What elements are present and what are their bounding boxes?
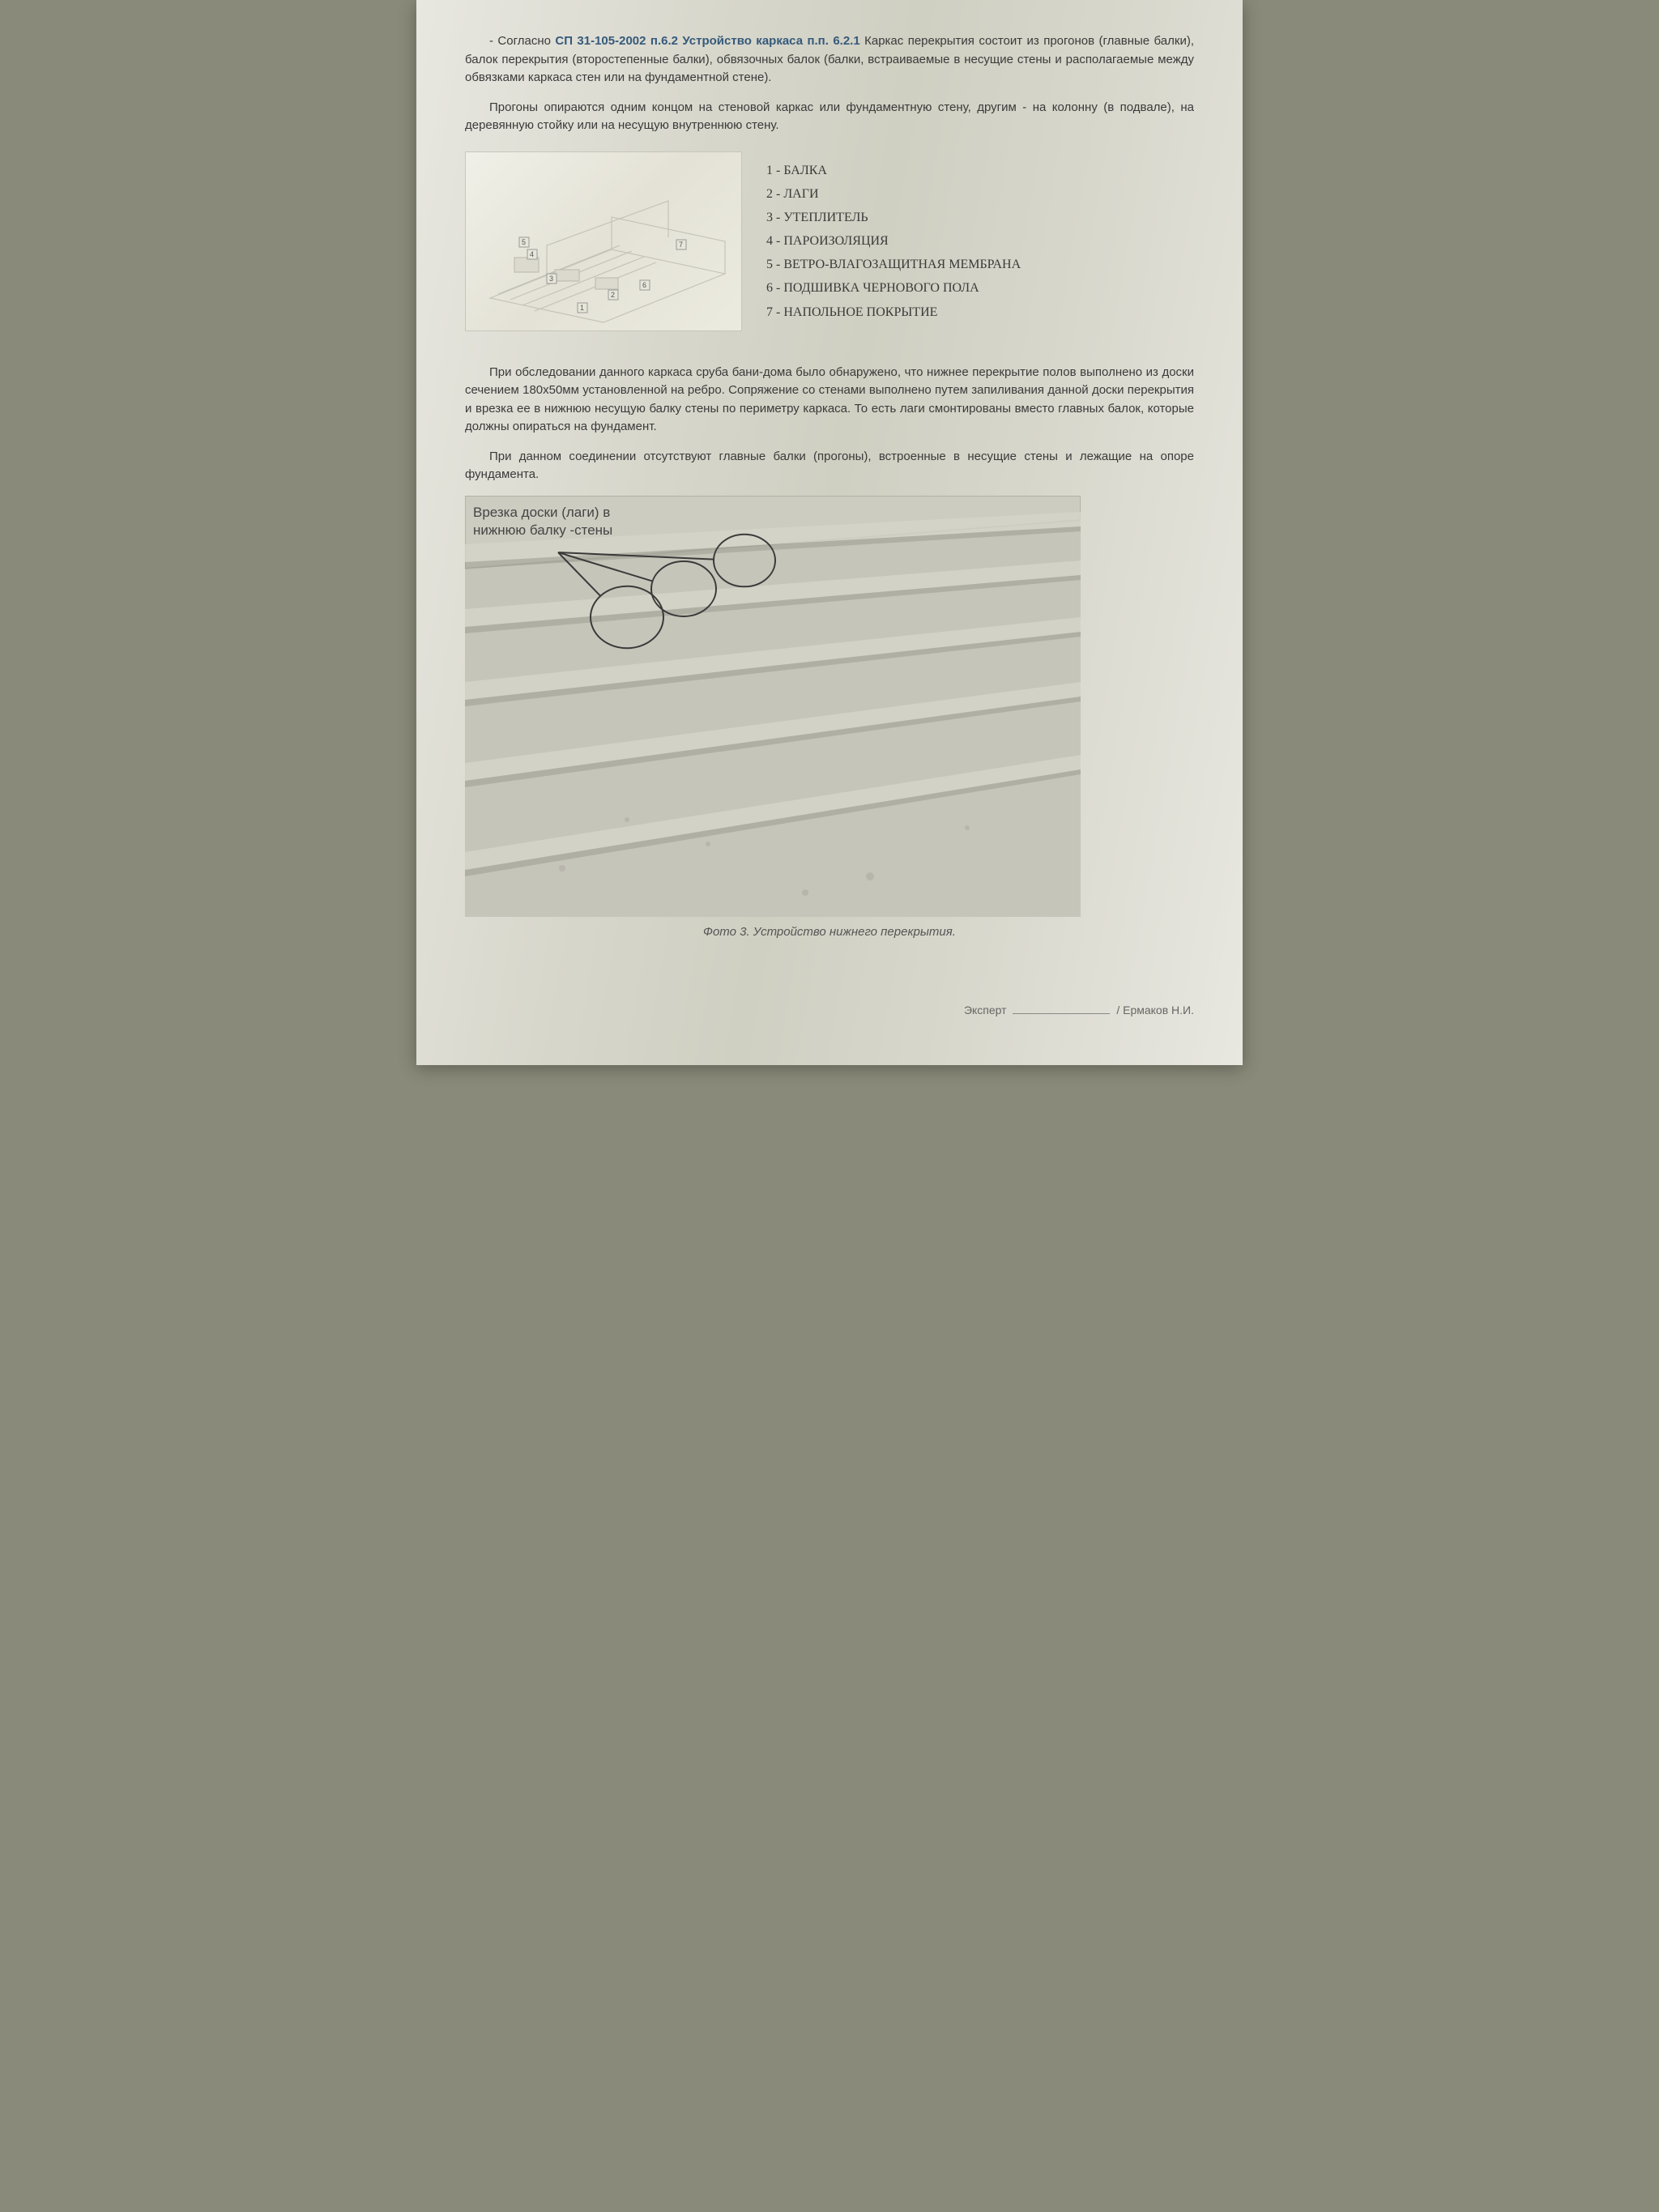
svg-text:6: 6 <box>642 281 646 289</box>
svg-text:1: 1 <box>580 304 584 312</box>
legend-item-1: 1 - БАЛКА <box>766 160 1194 181</box>
diagram-legend: 1 - БАЛКА 2 - ЛАГИ 3 - УТЕПЛИТЕЛЬ 4 - ПА… <box>766 151 1194 325</box>
signature-name: / Ермаков Н.И. <box>1116 1004 1194 1016</box>
legend-item-4: 4 - ПАРОИЗОЛЯЦИЯ <box>766 230 1194 252</box>
legend-item-7: 7 - НАПОЛЬНОЕ ПОКРЫТИЕ <box>766 301 1194 323</box>
paragraph-4: При данном соединении отсутствуют главны… <box>465 448 1194 484</box>
legend-item-3: 3 - УТЕПЛИТЕЛЬ <box>766 207 1194 228</box>
p1-prefix: - Согласно <box>489 34 555 48</box>
signature-line: Эксперт / Ермаков Н.И. <box>465 1004 1194 1016</box>
svg-text:7: 7 <box>679 241 683 249</box>
paragraph-1: - Согласно СП 31-105-2002 п.6.2 Устройст… <box>465 32 1194 87</box>
legend-item-6: 6 - ПОДШИВКА ЧЕРНОВОГО ПОЛА <box>766 277 1194 299</box>
anno-line2: нижнюю балку -стены <box>473 522 612 538</box>
diagram-row: 1 2 3 4 5 6 7 1 - БАЛКА 2 - ЛАГИ 3 - УТЕ… <box>465 151 1194 331</box>
photo-3: Врезка доски (лаги) в нижнюю балку -стен… <box>465 496 1081 917</box>
paragraph-3: При обследовании данного каркаса сруба б… <box>465 364 1194 437</box>
sp-reference: СП 31-105-2002 п.6.2 Устройство каркаса … <box>555 34 859 48</box>
svg-text:4: 4 <box>530 250 534 258</box>
legend-item-5: 5 - ВЕТРО-ВЛАГОЗАЩИТНАЯ МЕМБРАНА <box>766 254 1194 275</box>
signature-label: Эксперт <box>964 1004 1007 1016</box>
svg-text:5: 5 <box>522 238 526 246</box>
diagram-svg: 1 2 3 4 5 6 7 <box>466 152 741 330</box>
photo-annotation-text: Врезка доски (лаги) в нижнюю балку -стен… <box>473 504 612 539</box>
svg-text:3: 3 <box>549 275 553 283</box>
svg-text:2: 2 <box>611 291 615 299</box>
photo-caption: Фото 3. Устройство нижнего перекрытия. <box>465 925 1194 939</box>
paragraph-2: Прогоны опираются одним концом на стенов… <box>465 99 1194 135</box>
diagram-isometric: 1 2 3 4 5 6 7 <box>465 151 742 331</box>
anno-line1: Врезка доски (лаги) в <box>473 505 610 520</box>
document-page: - Согласно СП 31-105-2002 п.6.2 Устройст… <box>416 0 1243 1065</box>
photo-svg <box>465 496 1081 917</box>
signature-blank <box>1013 1013 1110 1014</box>
legend-item-2: 2 - ЛАГИ <box>766 183 1194 205</box>
